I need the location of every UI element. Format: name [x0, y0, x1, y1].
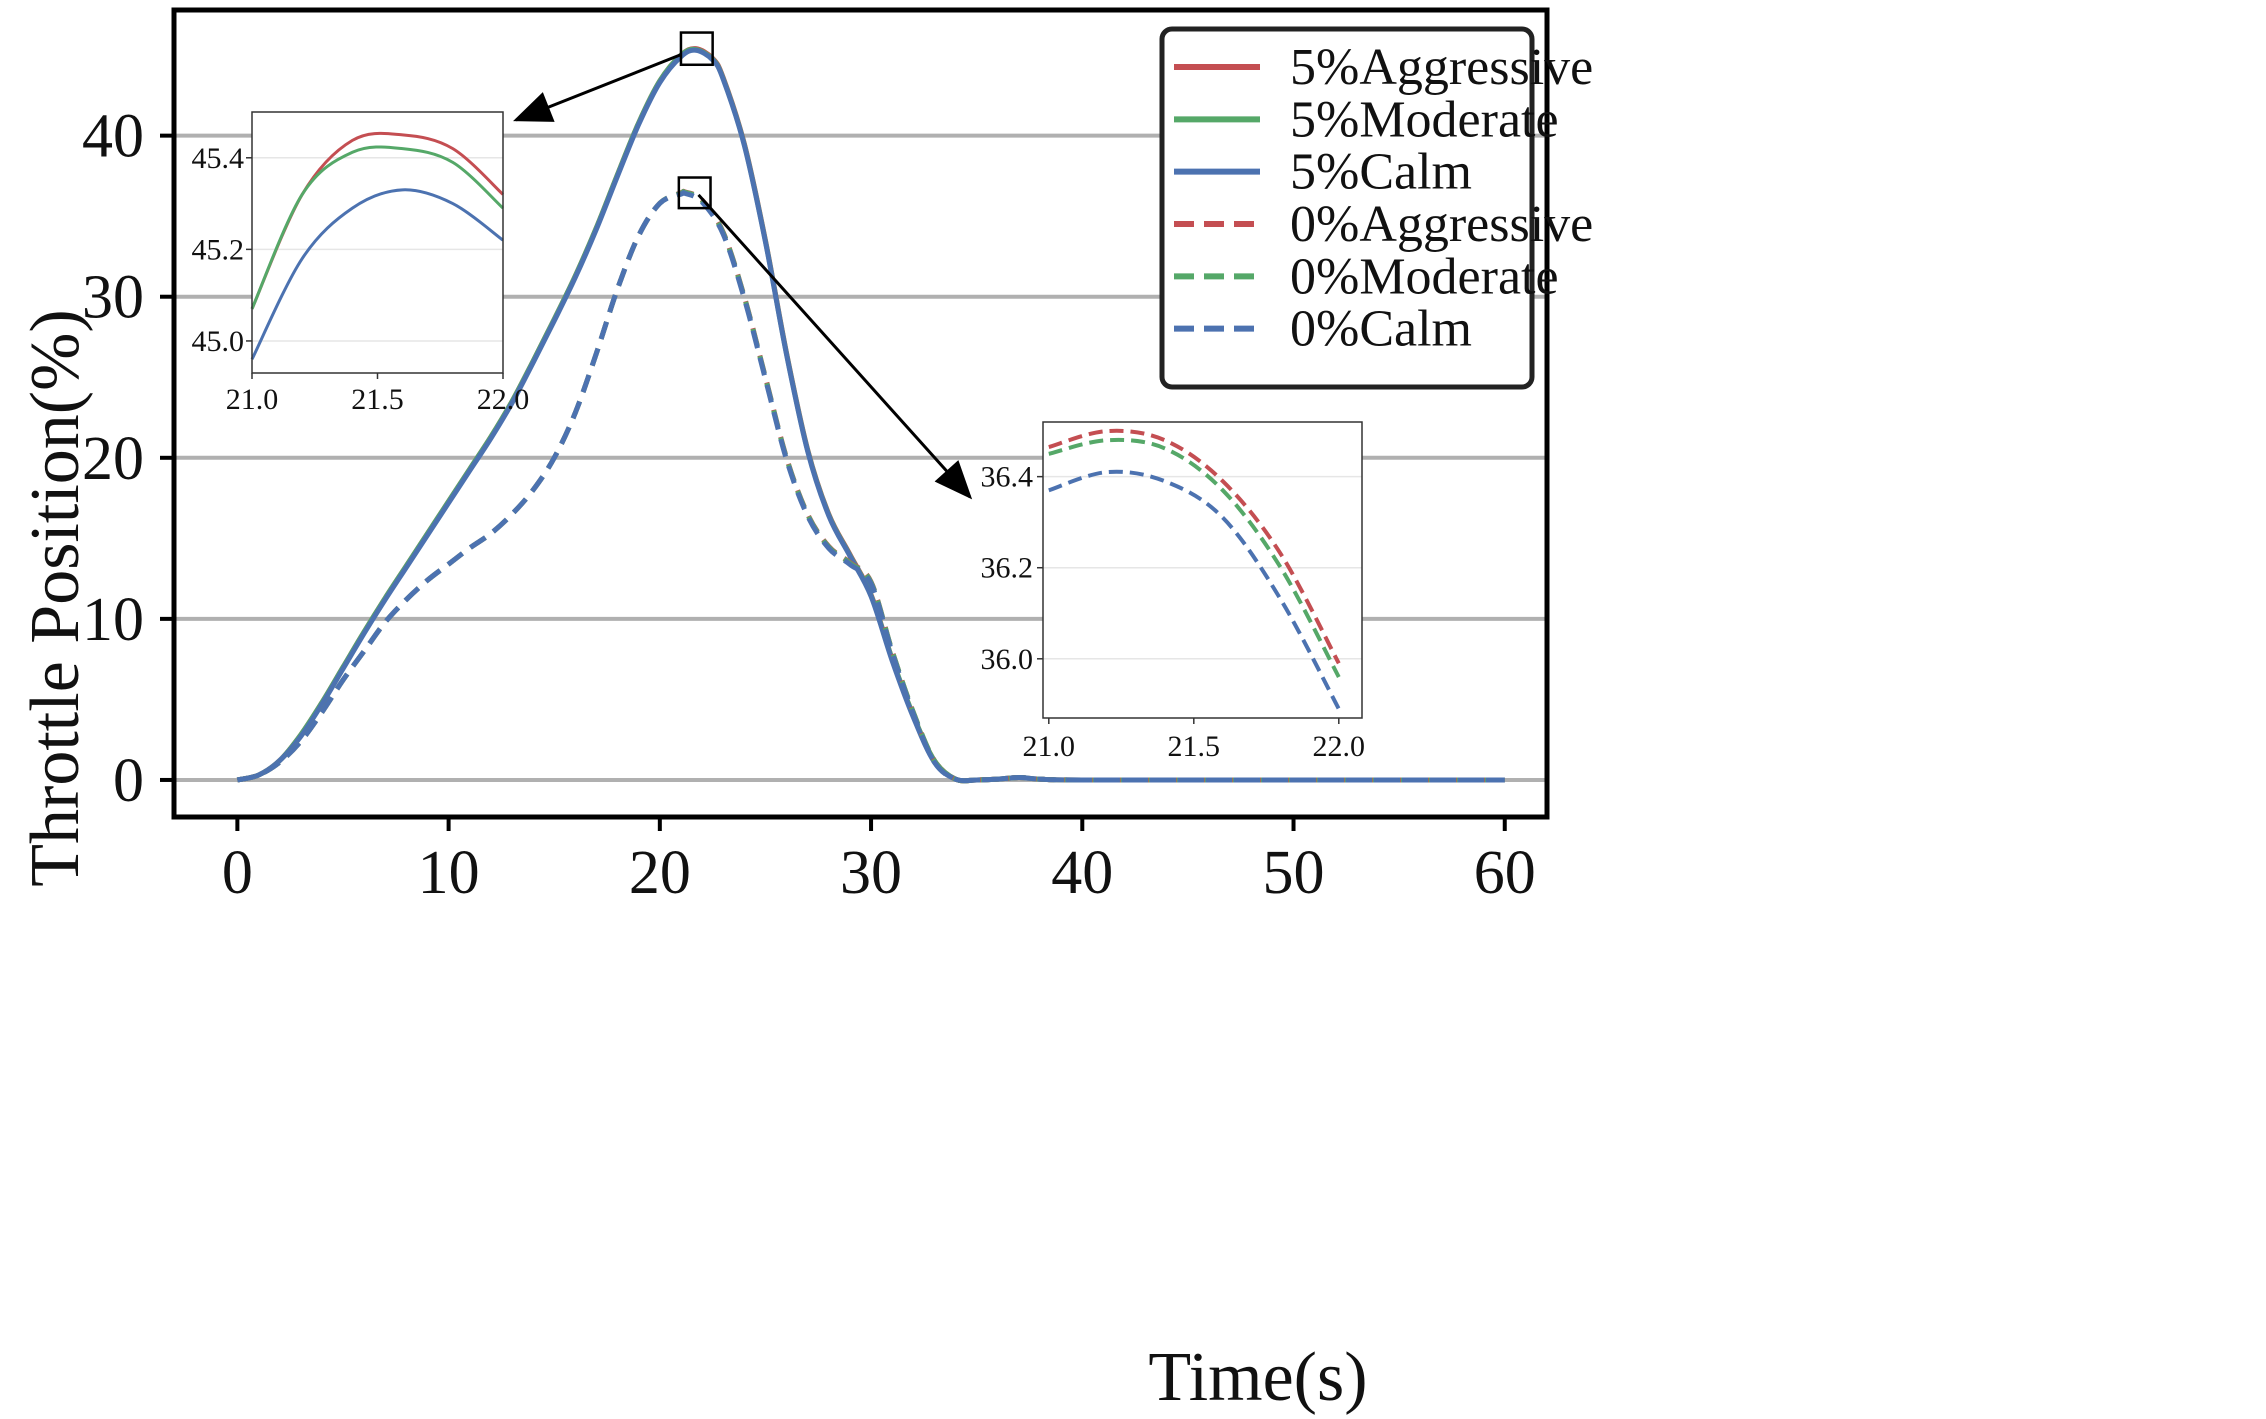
y-tick-label-10: 10 [82, 586, 144, 654]
inset-background [252, 112, 503, 373]
legend: 5%Aggressive5%Moderate5%Calm0%Aggressive… [1159, 26, 1593, 390]
y-tick-label-20: 20 [82, 425, 144, 493]
y-tick-label-30: 30 [82, 264, 144, 332]
legend-label-0pct-aggressive: 0%Aggressive [1290, 196, 1593, 253]
inset-y-tick-label: 45.4 [192, 142, 245, 175]
inset-y-tick-label: 36.0 [981, 643, 1034, 676]
inset-solid-peak-zoom: 21.0 21.5 22.0 45.0 45.2 45.4 [192, 111, 530, 416]
inset-x-tick-label: 22.0 [477, 383, 530, 416]
main-axis-ticks: 0 10 20 30 40 50 60 0 10 20 30 40 [82, 103, 1536, 907]
inset-background [1043, 422, 1362, 718]
inset-series-line-0pct-moderate [1048, 437, 1341, 678]
y-tick-label-0: 0 [113, 747, 144, 815]
inset-series-line-5pct-calm [250, 188, 504, 360]
inset-x-tick-label: 21.0 [226, 383, 279, 416]
zoom-callouts [513, 31, 973, 500]
inset-series-line-0pct-aggressive [1048, 428, 1341, 665]
zoom-source-box-1 [679, 31, 714, 67]
inset-x-tick-label: 21.5 [1168, 730, 1221, 763]
inset-series-line-0pct-calm [1048, 469, 1341, 710]
y-axis-label: Throttle Position(%) [17, 309, 94, 886]
series-line-5pct-calm [236, 47, 1505, 784]
legend-label-0pct-calm: 0%Calm [1290, 301, 1472, 358]
main-series-group [236, 46, 1505, 784]
series-line-0pct-calm [236, 190, 1505, 784]
inset-y-tick-label: 36.4 [981, 461, 1034, 494]
x-tick-label-20: 20 [629, 839, 691, 907]
legend-label-0pct-moderate: 0%Moderate [1290, 248, 1559, 305]
zoom-arrow-2 [697, 193, 973, 500]
x-tick-label-10: 10 [418, 839, 480, 907]
inset-x-tick-label: 22.0 [1313, 730, 1366, 763]
main-plot-frame [171, 7, 1550, 820]
inset-y-tick-label: 45.0 [192, 325, 245, 358]
x-tick-label-60: 60 [1474, 839, 1536, 907]
x-tick-label-40: 40 [1051, 839, 1113, 907]
x-tick-label-30: 30 [840, 839, 902, 907]
legend-label-5pct-aggressive: 5%Aggressive [1290, 39, 1593, 96]
x-tick-label-0: 0 [222, 839, 253, 907]
legend-label-5pct-calm: 5%Calm [1290, 144, 1472, 201]
legend-label-5pct-moderate: 5%Moderate [1290, 91, 1559, 148]
inset-series-line-5pct-moderate [250, 145, 505, 310]
inset-y-tick-label: 36.2 [981, 552, 1034, 585]
x-tick-label-50: 50 [1263, 839, 1325, 907]
y-tick-label-40: 40 [82, 103, 144, 171]
x-axis-label: Time(s) [1148, 1339, 1367, 1416]
inset-frame [1042, 421, 1363, 719]
inset-dashed-peak-zoom: 21.0 21.5 22.0 36.0 36.2 36.4 [981, 421, 1366, 763]
zoom-arrow-1 [513, 53, 682, 122]
inset-y-tick-label: 45.2 [192, 233, 245, 266]
inset-zooms: 21.0 21.5 22.0 45.0 45.2 45.4 21.0 21.5 22.0 36.0… [192, 111, 1366, 763]
inset-x-tick-label: 21.0 [1023, 730, 1076, 763]
zoom-source-box-2 [677, 176, 712, 210]
inset-x-tick-label: 21.5 [351, 383, 404, 416]
